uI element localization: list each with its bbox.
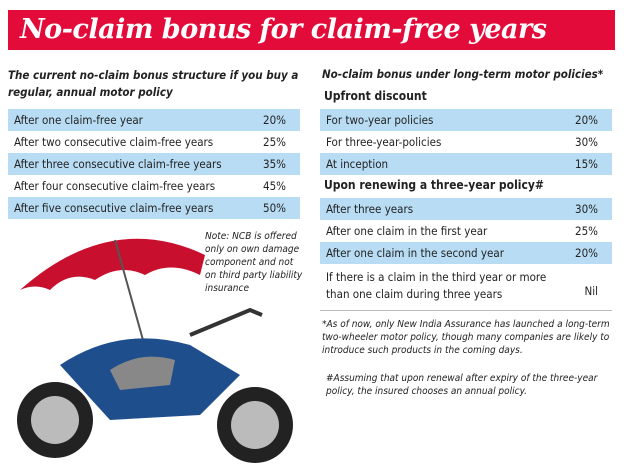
row-value: 30% [575, 202, 598, 216]
upfront-discount-table: For two-year policies 20% For three-year-… [320, 109, 612, 175]
row-label: For two-year policies [326, 113, 434, 127]
row-label: After one claim in the second year [326, 246, 504, 260]
row-value: 20% [575, 246, 598, 260]
table-row: For three-year-policies 30% [320, 131, 612, 153]
table-row: After one claim in the second year 20% [320, 242, 612, 264]
ncb-note: Note: NCB is offered only on own damage … [205, 231, 303, 294]
footnote-hash: #Assuming that upon renewal after expiry… [326, 373, 598, 397]
divider [320, 310, 612, 311]
right-heading: No-claim bonus under long-term motor pol… [322, 67, 604, 81]
table-row: After two consecutive claim-free years 25… [8, 131, 300, 153]
row-label: After five consecutive claim-free years [14, 201, 214, 215]
row-value: 50% [263, 201, 286, 215]
table-row: After five consecutive claim-free years 5… [8, 197, 300, 219]
table-row: After four consecutive claim-free years 4… [8, 175, 300, 197]
row-value: 30% [575, 135, 598, 149]
row-label: After four consecutive claim-free years [14, 179, 216, 193]
row-value: 20% [575, 113, 598, 127]
table-row: At inception 15% [320, 153, 612, 175]
row-label: For three-year-policies [326, 135, 442, 149]
page-title: No-claim bonus for claim-free years [8, 10, 615, 50]
renewal-table: After three years 30% After one claim in … [320, 198, 612, 304]
row-label: If there is a claim in the third year or… [326, 270, 547, 301]
row-label: At inception [326, 157, 389, 171]
row-value: 15% [575, 157, 598, 171]
table-row: After three years 30% [320, 198, 612, 220]
table-row: After one claim-free year 20% [8, 109, 300, 131]
umbrella-motorcycle-illustration [17, 238, 293, 463]
table-row: After three consecutive claim-free years… [8, 153, 300, 175]
row-label: After one claim in the first year [326, 224, 488, 238]
row-label: After three consecutive claim-free years [14, 157, 222, 171]
row-value: 35% [263, 157, 286, 171]
row-label: After two consecutive claim-free years [14, 135, 214, 149]
upfront-discount-title: Upfront discount [324, 89, 427, 103]
row-value: Nil [584, 284, 599, 298]
footnote-asterisk: *As of now, only New India Assurance has… [322, 319, 610, 356]
table-row: After one claim in the first year 25% [320, 220, 612, 242]
table-row: If there is a claim in the third year or… [320, 264, 612, 304]
row-label: After three years [326, 202, 414, 216]
left-heading: The current no-claim bonus structure if … [8, 68, 299, 99]
annual-ncb-table: After one claim-free year 20% After two c… [8, 109, 300, 219]
renewal-title: Upon renewing a three-year policy# [324, 178, 544, 192]
row-value: 25% [263, 135, 286, 149]
table-row: For two-year policies 20% [320, 109, 612, 131]
row-value: 20% [263, 113, 286, 127]
row-label: After one claim-free year [14, 113, 143, 127]
row-value: 45% [263, 179, 286, 193]
row-value: 25% [575, 224, 598, 238]
